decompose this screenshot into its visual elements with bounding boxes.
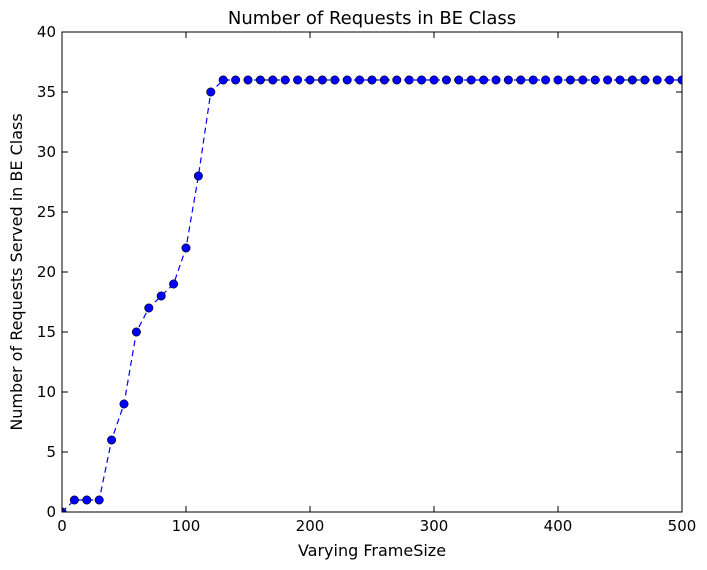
data-point [417,75,427,85]
data-point [454,75,464,85]
data-point [293,75,303,85]
data-point [367,75,377,85]
data-point [565,75,575,85]
data-point [69,495,79,505]
data-point [590,75,600,85]
x-tick-label: 0 [57,517,67,535]
data-point [243,75,253,85]
data-point [404,75,414,85]
data-point [82,495,92,505]
data-point [516,75,526,85]
x-tick-label: 200 [296,517,325,535]
data-point [193,171,203,181]
data-point [615,75,625,85]
data-point [528,75,538,85]
y-tick-label: 10 [37,383,56,401]
y-axis-label: Number of Requests Served in BE Class [7,113,26,430]
x-tick-label: 100 [172,517,201,535]
data-point [107,435,117,445]
x-tick-label: 500 [668,517,697,535]
x-axis-ticks: 0 100 200 300 400 500 [57,32,696,535]
y-axis-ticks: 0 5 10 15 20 25 30 35 40 [37,23,682,521]
data-point [541,75,551,85]
data-point [652,75,662,85]
data-point [156,291,166,301]
y-tick-label: 35 [37,83,56,101]
data-point [330,75,340,85]
data-point [280,75,290,85]
data-point [503,75,513,85]
data-point [317,75,327,85]
data-point [181,243,191,253]
data-point [131,327,141,337]
data-point [491,75,501,85]
x-tick-label: 400 [544,517,573,535]
y-tick-label: 5 [46,443,56,461]
y-tick-label: 40 [37,23,56,41]
data-point [603,75,613,85]
y-tick-label: 30 [37,143,56,161]
data-point [441,75,451,85]
data-point [206,87,216,97]
y-tick-label: 0 [46,503,56,521]
x-axis-label: Varying FrameSize [298,541,446,560]
data-point [553,75,563,85]
data-point [379,75,389,85]
data-point [466,75,476,85]
y-tick-label: 25 [37,203,56,221]
data-point [627,75,637,85]
y-tick-label: 15 [37,323,56,341]
data-point [268,75,278,85]
data-point [342,75,352,85]
x-tick-label: 300 [420,517,449,535]
plot-marks [62,75,682,512]
data-point [169,279,179,289]
data-point [144,303,154,313]
data-point [355,75,365,85]
data-point [119,399,129,409]
data-point [392,75,402,85]
data-point [218,75,228,85]
data-point [231,75,241,85]
data-point [479,75,489,85]
data-point [94,495,104,505]
data-point [255,75,265,85]
data-point [305,75,315,85]
plot-frame [61,31,683,513]
data-point [665,75,675,85]
y-tick-label: 20 [37,263,56,281]
data-point [640,75,650,85]
data-point [578,75,588,85]
data-point [429,75,439,85]
chart-title: Number of Requests in BE Class [228,8,516,29]
series-line [62,79,682,512]
